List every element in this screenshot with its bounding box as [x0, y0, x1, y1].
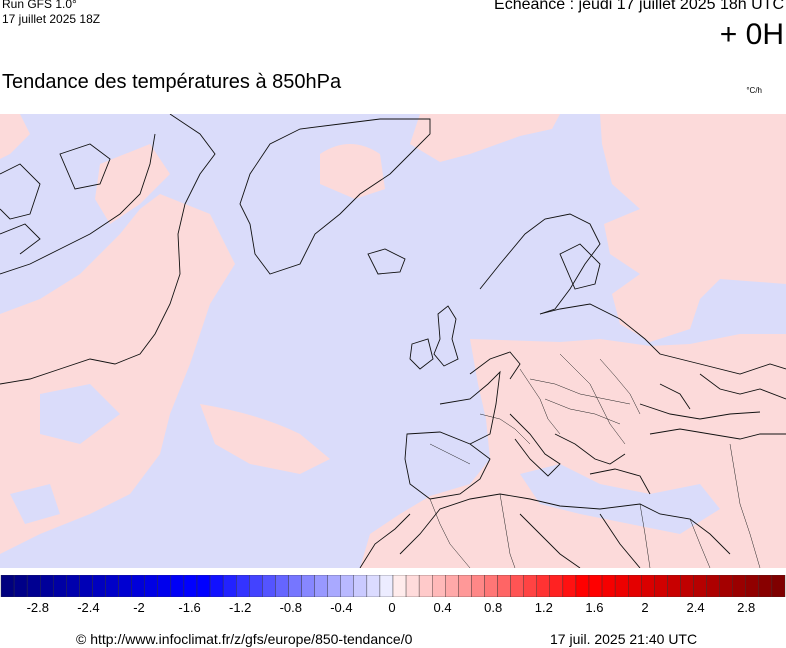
tick-label: 0.8 [484, 600, 503, 615]
color-scale-cell [79, 575, 93, 597]
color-scale-cell [392, 575, 407, 597]
temperature-trend-map [0, 114, 786, 568]
color-scale-cell [131, 575, 145, 597]
color-scale-cell [771, 575, 786, 597]
color-scale-cell [732, 575, 747, 597]
color-scale-cell [588, 575, 603, 597]
run-label: Run GFS 1.0° [2, 0, 77, 11]
color-scale-cell [562, 575, 577, 597]
color-scale-cell [366, 575, 381, 597]
color-scale-cell [235, 575, 250, 597]
tick-label: 1.2 [534, 600, 553, 615]
color-scale-cell [262, 575, 276, 597]
color-scale-bar [0, 575, 786, 597]
color-scale-cell [719, 575, 733, 597]
tick-label: 0.4 [433, 600, 452, 615]
color-scale-cell [549, 575, 564, 597]
color-scale-cell [510, 575, 524, 597]
color-scale-cell [183, 575, 198, 597]
source-credit: © http://www.infoclimat.fr/z/gfs/europe/… [76, 631, 413, 647]
color-scale-cell [53, 575, 67, 597]
tick-label: -1.2 [228, 600, 252, 615]
color-scale-cell [196, 575, 211, 597]
generation-timestamp: 17 juil. 2025 21:40 UTC [550, 631, 698, 647]
color-scale-cell [92, 575, 106, 597]
color-scale-cell [26, 575, 41, 597]
color-scale-cell [575, 575, 590, 597]
color-scale-cell [405, 575, 420, 597]
color-scale-cell [314, 575, 328, 597]
color-scale-cell [667, 575, 681, 597]
color-scale-cell [144, 575, 159, 597]
run-date: 17 juillet 2025 18Z [2, 12, 101, 26]
cooling-patches [10, 384, 720, 534]
map-title: Tendance des températures à 850hPa [2, 71, 342, 93]
color-scale-cell [327, 575, 341, 597]
tick-label: 2.4 [686, 600, 705, 615]
tick-label: 1.6 [585, 600, 604, 615]
tick-label: -0.4 [330, 600, 353, 615]
color-scale-cell [497, 575, 511, 597]
color-scale-cell [693, 575, 707, 597]
color-scale-cell [209, 575, 224, 597]
color-scale-cell [458, 575, 472, 597]
color-scale-cell [432, 575, 446, 597]
forecast-offset: + 0H [719, 18, 784, 51]
tick-label: 0 [388, 600, 396, 615]
color-scale-cell [614, 575, 629, 597]
color-scale-cell [118, 575, 132, 597]
color-scale-cell [641, 575, 655, 597]
color-scale-cell [445, 575, 459, 597]
color-scale-cell [170, 575, 185, 597]
color-scale-cell [157, 575, 172, 597]
color-scale-cell [680, 575, 694, 597]
color-scale-cell [0, 575, 15, 597]
color-scale-cell [40, 575, 54, 597]
country-borders [429, 353, 761, 568]
color-scale-cell [340, 575, 355, 597]
color-scale-cell [654, 575, 668, 597]
color-scale-cell [745, 575, 760, 597]
color-scale-cell [249, 575, 263, 597]
color-scale-cell [471, 575, 485, 597]
color-scale-cell [418, 575, 433, 597]
color-scale-cell [601, 575, 616, 597]
tick-label: -2 [133, 600, 145, 615]
tick-label: -2.8 [26, 600, 49, 615]
color-scale-cell [288, 575, 302, 597]
color-scale-cell [275, 575, 289, 597]
map-unit: °C/h [746, 86, 762, 95]
color-scale-cell [353, 575, 368, 597]
color-scale-cell [706, 575, 720, 597]
tick-label: -0.8 [279, 600, 302, 615]
color-scale-cell [628, 575, 642, 597]
tick-label: 2.8 [737, 600, 756, 615]
color-scale-cell [222, 575, 237, 597]
color-scale-cell [66, 575, 80, 597]
forecast-valid-time: Echéance : jeudi 17 juillet 2025 18h UTC [494, 0, 784, 13]
coastlines [0, 114, 786, 568]
color-scale-cell [379, 575, 394, 597]
color-scale-cell [523, 575, 537, 597]
color-scale-cell [536, 575, 551, 597]
color-scale-cell [105, 575, 119, 597]
tick-label: -1.6 [178, 600, 201, 615]
color-scale-cell [484, 575, 498, 597]
color-scale-cell [13, 575, 28, 597]
color-scale-cell [758, 575, 773, 597]
color-scale-cell [301, 575, 315, 597]
tick-label: 2 [641, 600, 649, 615]
tick-label: -2.4 [77, 600, 100, 615]
